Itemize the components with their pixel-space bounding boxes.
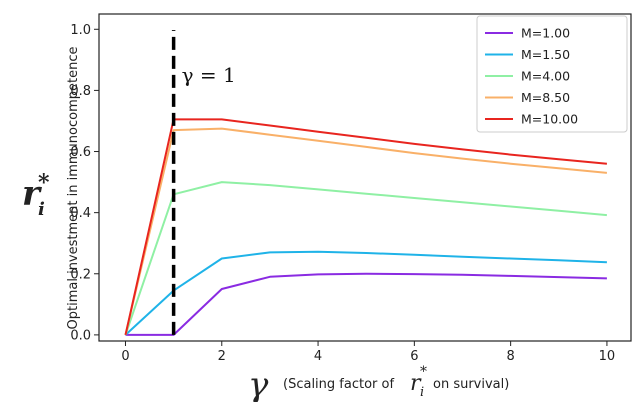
series-line xyxy=(125,272,607,336)
x-axis-label-r-sup: * xyxy=(420,364,427,380)
x-axis-label-after: on survival) xyxy=(433,377,509,392)
series-line xyxy=(124,181,607,336)
legend-label: M=1.00 xyxy=(521,26,570,41)
legend-label: M=4.00 xyxy=(521,69,570,84)
y-tick-label: 0.8 xyxy=(70,84,91,99)
y-axis-symbol: r xyxy=(22,174,42,214)
x-axis-label-r: r xyxy=(410,371,422,396)
series-line xyxy=(124,118,607,336)
x-axis-label-r-sub: i xyxy=(420,385,424,400)
plot-frame xyxy=(98,13,632,342)
y-tick-label: 0.2 xyxy=(70,267,91,282)
legend-label: M=1.50 xyxy=(521,47,570,62)
legend-box xyxy=(476,15,628,133)
x-tick-label: 8 xyxy=(506,349,514,364)
legend-label: M=8.50 xyxy=(521,90,570,105)
x-tick-label: 10 xyxy=(599,349,616,364)
legend-label: M=10.00 xyxy=(521,112,578,127)
x-tick-label: 2 xyxy=(218,349,226,364)
x-axis-label-before: (Scaling factor of xyxy=(283,377,394,392)
x-tick-label: 4 xyxy=(314,349,322,364)
gamma-annotation: γ = 1 xyxy=(182,63,236,87)
y-tick-label: 0.0 xyxy=(70,328,91,343)
y-axis-symbol-sub: i xyxy=(38,199,45,220)
y-tick-label: 0.6 xyxy=(70,145,91,160)
x-axis-symbol: γ xyxy=(248,365,269,402)
series-line xyxy=(124,127,607,336)
y-axis-symbol-sup: * xyxy=(38,170,50,196)
plot-area: 0 2 4 6 8 10 0.0 0.2 0.4 0.6 0.8 1.0 γ = 1 M=1.00 M=1.… xyxy=(70,13,632,364)
x-tick-label: 0 xyxy=(121,349,129,364)
y-tick-label: 0.4 xyxy=(70,206,91,221)
series-line xyxy=(124,250,607,336)
x-tick-label: 6 xyxy=(410,349,418,364)
y-axis-label: Optimal investment in immunocompetence xyxy=(66,47,81,330)
y-tick-label: 1.0 xyxy=(70,23,91,38)
